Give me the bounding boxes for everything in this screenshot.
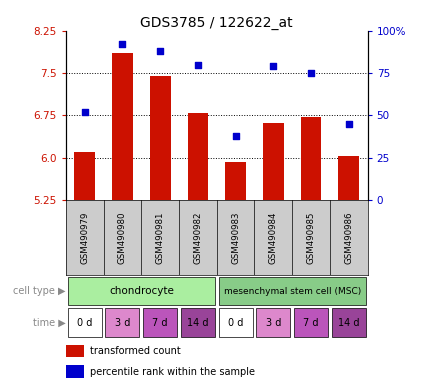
- Bar: [187, 113, 208, 200]
- Text: 0 d: 0 d: [77, 318, 92, 328]
- Text: GSM490982: GSM490982: [193, 212, 202, 264]
- Bar: [150, 76, 170, 200]
- Bar: [68, 277, 215, 305]
- Text: GSM490981: GSM490981: [156, 212, 164, 264]
- Bar: [263, 123, 284, 200]
- Text: GSM490980: GSM490980: [118, 212, 127, 264]
- Bar: [256, 308, 290, 337]
- Text: 3 d: 3 d: [115, 318, 130, 328]
- Title: GDS3785 / 122622_at: GDS3785 / 122622_at: [140, 16, 293, 30]
- Bar: [66, 366, 84, 378]
- Text: chondrocyte: chondrocyte: [109, 286, 174, 296]
- Bar: [181, 308, 215, 337]
- Text: transformed count: transformed count: [90, 346, 181, 356]
- Bar: [74, 152, 95, 200]
- Bar: [105, 308, 139, 337]
- Bar: [68, 308, 102, 337]
- Text: cell type ▶: cell type ▶: [13, 286, 66, 296]
- Text: GSM490985: GSM490985: [306, 212, 315, 264]
- Bar: [300, 117, 321, 200]
- Bar: [218, 277, 366, 305]
- Text: time ▶: time ▶: [33, 318, 66, 328]
- Text: GSM490979: GSM490979: [80, 212, 89, 264]
- Bar: [66, 344, 84, 357]
- Bar: [225, 162, 246, 200]
- Text: 0 d: 0 d: [228, 318, 243, 328]
- Text: GSM490983: GSM490983: [231, 212, 240, 264]
- Point: [195, 61, 201, 68]
- Point: [308, 70, 314, 76]
- Text: 14 d: 14 d: [338, 318, 360, 328]
- Point: [270, 63, 277, 70]
- Text: 7 d: 7 d: [153, 318, 168, 328]
- Bar: [338, 156, 359, 200]
- Text: 14 d: 14 d: [187, 318, 209, 328]
- Text: GSM490986: GSM490986: [344, 212, 353, 264]
- Text: percentile rank within the sample: percentile rank within the sample: [90, 367, 255, 377]
- Bar: [218, 308, 252, 337]
- Point: [119, 41, 126, 47]
- Point: [81, 109, 88, 115]
- Point: [157, 48, 164, 54]
- Text: GSM490984: GSM490984: [269, 212, 278, 264]
- Bar: [112, 53, 133, 200]
- Bar: [294, 308, 328, 337]
- Point: [346, 121, 352, 127]
- Point: [232, 133, 239, 139]
- Text: 7 d: 7 d: [303, 318, 319, 328]
- Bar: [143, 308, 177, 337]
- Text: mesenchymal stem cell (MSC): mesenchymal stem cell (MSC): [224, 286, 361, 296]
- Text: 3 d: 3 d: [266, 318, 281, 328]
- Bar: [332, 308, 366, 337]
